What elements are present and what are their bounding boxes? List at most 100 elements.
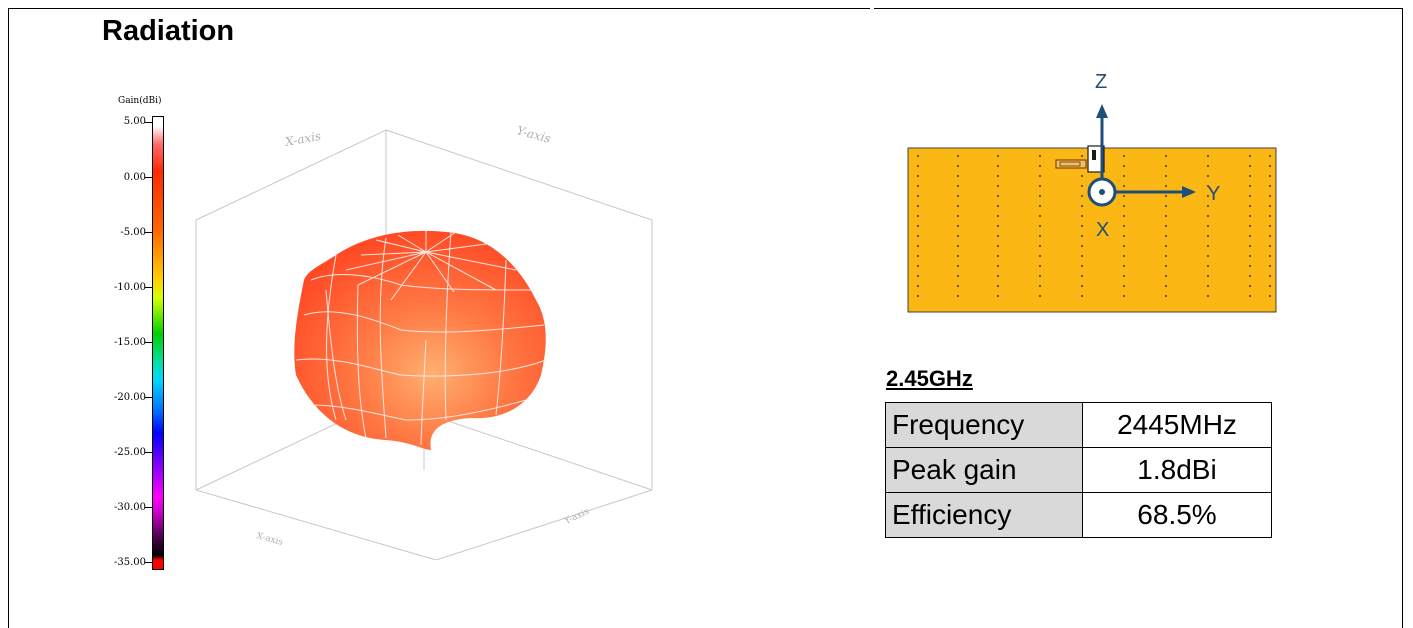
via-dot — [1081, 155, 1083, 157]
bottom-right-axis-label: Y-axis — [562, 507, 591, 528]
via-dot — [1165, 245, 1167, 247]
via-dot — [1207, 215, 1209, 217]
table-value-cell: 2445MHz — [1082, 402, 1272, 448]
via-dot — [997, 225, 999, 227]
via-dot — [1123, 225, 1125, 227]
via-dot — [1165, 255, 1167, 257]
y-axis-label: Y-axis — [515, 123, 552, 145]
via-dot — [957, 255, 959, 257]
via-dot — [1081, 175, 1083, 177]
via-dot — [1269, 195, 1271, 197]
frame-top-border — [874, 8, 1403, 9]
via-dot — [1081, 215, 1083, 217]
via-dot — [1039, 215, 1041, 217]
via-dot — [1249, 175, 1251, 177]
table-row: Peak gain 1.8dBi — [885, 447, 1272, 493]
via-dot — [1123, 155, 1125, 157]
via-dot — [997, 285, 999, 287]
via-dot — [1249, 265, 1251, 267]
colorbar-tick-label: -15.00 — [113, 337, 146, 348]
via-dot — [1269, 255, 1271, 257]
via-dot — [957, 275, 959, 277]
via-dot — [1081, 245, 1083, 247]
via-dot — [1039, 265, 1041, 267]
colorbar-tick-mark — [145, 507, 152, 508]
colorbar-tick-label: -20.00 — [113, 392, 146, 403]
via-dot — [957, 205, 959, 207]
via-dot — [917, 245, 919, 247]
via-dot — [1269, 265, 1271, 267]
colorbar-tick-label: -10.00 — [113, 282, 146, 293]
colorbar-tick-label: -35.00 — [113, 557, 146, 568]
antenna-board-diagram: // no-op placeholder; dots drawn by main… — [907, 71, 1277, 313]
via-dot — [1269, 155, 1271, 157]
frame-left-border — [8, 8, 9, 628]
via-dot — [1269, 295, 1271, 297]
via-dot — [1269, 225, 1271, 227]
results-table: Frequency 2445MHz Peak gain 1.8dBi Effic… — [885, 402, 1272, 538]
via-dot — [917, 215, 919, 217]
via-dot — [917, 275, 919, 277]
via-dot — [1207, 225, 1209, 227]
via-dot — [1165, 225, 1167, 227]
colorbar-tick-label: -25.00 — [113, 447, 146, 458]
via-dot — [1165, 165, 1167, 167]
via-dot — [1039, 255, 1041, 257]
via-dot — [1039, 155, 1041, 157]
via-dot — [917, 285, 919, 287]
via-dot — [1165, 285, 1167, 287]
via-dot — [917, 265, 919, 267]
colorbar-tick-mark — [145, 452, 152, 453]
via-dot — [1249, 245, 1251, 247]
via-dot — [997, 175, 999, 177]
via-dot — [997, 265, 999, 267]
via-dot — [957, 195, 959, 197]
via-dot — [1123, 165, 1125, 167]
via-dot — [1269, 275, 1271, 277]
via-dot — [1207, 245, 1209, 247]
via-dot — [1249, 215, 1251, 217]
via-dot — [997, 185, 999, 187]
via-dot — [1165, 205, 1167, 207]
colorbar-tick-mark — [145, 287, 152, 288]
via-dot — [1123, 175, 1125, 177]
via-dot — [1249, 295, 1251, 297]
via-dot — [1123, 265, 1125, 267]
via-dot — [1123, 275, 1125, 277]
colorbar-tick-label: 0.00 — [123, 172, 146, 183]
via-dot — [1165, 275, 1167, 277]
via-dot — [1081, 265, 1083, 267]
colorbar-tick-mark — [145, 342, 152, 343]
via-dot — [1269, 165, 1271, 167]
via-dot — [1039, 275, 1041, 277]
via-dot — [997, 275, 999, 277]
via-dot — [1165, 295, 1167, 297]
colorbar-tick-mark — [145, 122, 152, 123]
via-dot — [1123, 255, 1125, 257]
colorbar-tick-mark — [145, 562, 152, 563]
via-dot — [917, 295, 919, 297]
via-dot — [1249, 275, 1251, 277]
via-dot — [1249, 195, 1251, 197]
via-dot — [957, 225, 959, 227]
via-dot — [997, 235, 999, 237]
via-dot — [1207, 205, 1209, 207]
via-dot — [917, 205, 919, 207]
via-dot — [1249, 225, 1251, 227]
via-dot — [1207, 185, 1209, 187]
bottom-left-axis-label: X-axis — [255, 531, 284, 548]
via-dot — [1269, 245, 1271, 247]
via-dot — [957, 215, 959, 217]
via-dot — [1165, 235, 1167, 237]
via-dot — [957, 165, 959, 167]
table-label-cell: Frequency — [885, 402, 1083, 448]
via-dot — [1207, 235, 1209, 237]
via-dot — [1039, 195, 1041, 197]
via-dot — [1123, 195, 1125, 197]
via-dot — [997, 155, 999, 157]
chip-antenna — [1055, 159, 1087, 169]
via-dot — [957, 285, 959, 287]
via-dot — [997, 295, 999, 297]
via-dot — [997, 165, 999, 167]
y-arrow-head — [1182, 186, 1196, 198]
